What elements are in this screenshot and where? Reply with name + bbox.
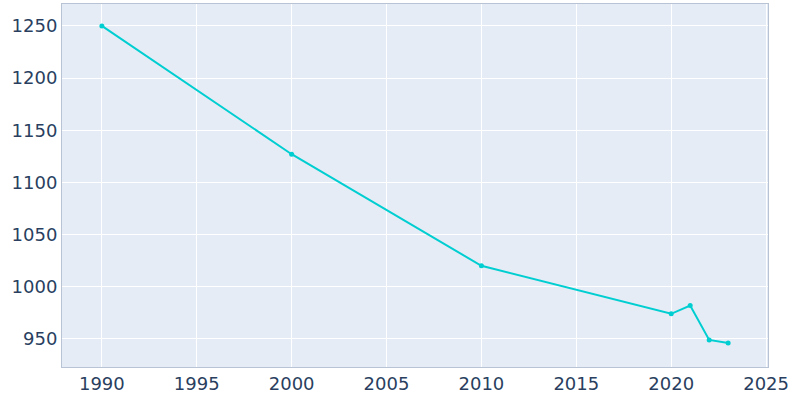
svg-text:2015: 2015 bbox=[553, 373, 599, 394]
svg-text:2000: 2000 bbox=[269, 373, 315, 394]
svg-text:2025: 2025 bbox=[743, 373, 789, 394]
svg-text:1250: 1250 bbox=[12, 15, 58, 36]
svg-text:1200: 1200 bbox=[12, 67, 58, 88]
svg-text:1990: 1990 bbox=[79, 373, 125, 394]
svg-text:2005: 2005 bbox=[364, 373, 410, 394]
svg-text:2020: 2020 bbox=[648, 373, 694, 394]
svg-text:1000: 1000 bbox=[12, 276, 58, 297]
svg-text:1995: 1995 bbox=[174, 373, 220, 394]
svg-text:1100: 1100 bbox=[12, 172, 58, 193]
svg-text:2010: 2010 bbox=[459, 373, 505, 394]
svg-text:1150: 1150 bbox=[12, 120, 58, 141]
svg-text:950: 950 bbox=[23, 328, 57, 349]
svg-text:1050: 1050 bbox=[12, 224, 58, 245]
